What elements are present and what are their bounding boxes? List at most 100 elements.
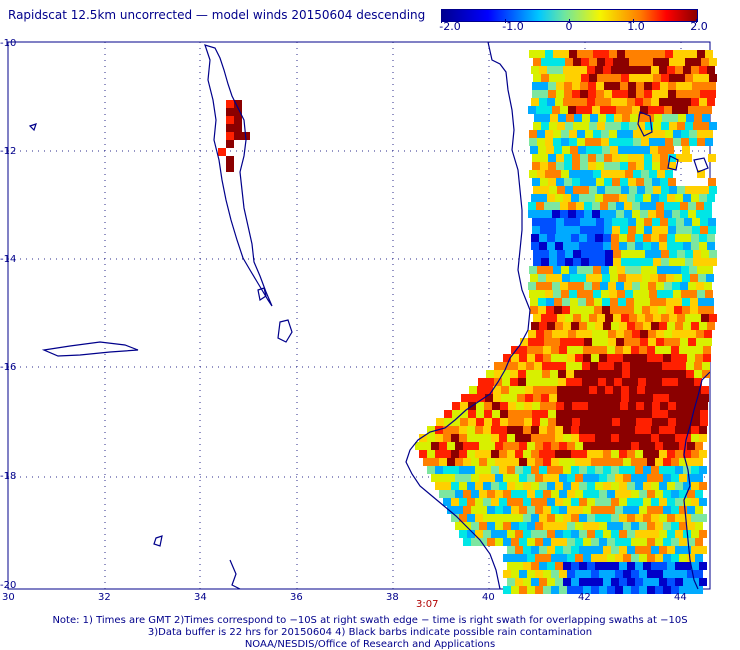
wind-cell [660, 178, 668, 186]
wind-cell [544, 330, 552, 338]
wind-cell [604, 162, 612, 170]
wind-cell [567, 554, 575, 562]
wind-cell [611, 530, 619, 538]
wind-cell [587, 578, 595, 586]
wind-cell [663, 554, 671, 562]
lat-tick-label: -16 [0, 362, 17, 373]
wind-cell [533, 394, 541, 402]
wind-cell [443, 466, 451, 474]
wind-cell [707, 194, 715, 202]
wind-cell [679, 522, 687, 530]
wind-cell [575, 586, 583, 594]
wind-cell [568, 338, 576, 346]
wind-cell [537, 170, 545, 178]
wind-cell [492, 418, 500, 426]
wind-cell [609, 266, 617, 274]
wind-cell [709, 258, 717, 266]
wind-cell [611, 194, 619, 202]
wind-cell [675, 242, 683, 250]
wind-cell [550, 362, 558, 370]
wind-cell [672, 338, 680, 346]
wind-cell [634, 146, 642, 154]
wind-cell [655, 506, 663, 514]
wind-cell [499, 498, 507, 506]
wind-cell [524, 418, 532, 426]
wind-cell [595, 482, 603, 490]
wind-cell [607, 474, 615, 482]
wind-cell [634, 274, 642, 282]
wind-cell [574, 370, 582, 378]
wind-cell [613, 394, 621, 402]
wind-cell [564, 154, 572, 162]
wind-cell [570, 146, 578, 154]
wind-cell [579, 546, 587, 554]
wind-cell [687, 522, 695, 530]
wind-cell [705, 50, 713, 58]
wind-cell [676, 418, 684, 426]
wind-cell [700, 410, 708, 418]
wind-cell [627, 530, 635, 538]
wind-cell [533, 250, 541, 258]
madagascar-coastline [683, 371, 711, 590]
wind-cell [491, 514, 499, 522]
wind-cell [527, 586, 535, 594]
wind-cell [554, 306, 562, 314]
wind-cell [539, 322, 547, 330]
wind-cell [553, 50, 561, 58]
wind-cell [581, 314, 589, 322]
wind-cell [585, 170, 593, 178]
wind-cell [605, 74, 613, 82]
wind-cell [551, 458, 559, 466]
wind-cell [423, 458, 431, 466]
wind-cell [552, 106, 560, 114]
wind-cell [627, 66, 635, 74]
wind-cell [511, 346, 519, 354]
wind-cell [643, 530, 651, 538]
wind-cell [601, 170, 609, 178]
wind-cell [548, 162, 556, 170]
wind-cell [455, 442, 463, 450]
wind-cell [586, 274, 594, 282]
wind-cell [572, 90, 580, 98]
wind-cell [637, 74, 645, 82]
wind-cell [608, 106, 616, 114]
lake-malawi-outline [204, 44, 273, 307]
wind-cell [580, 402, 588, 410]
wind-cell [701, 258, 709, 266]
lat-tick-label: -18 [0, 471, 17, 482]
wind-cell [639, 586, 647, 594]
wind-cell [556, 154, 564, 162]
wind-cell [573, 394, 581, 402]
wind-cell [561, 290, 569, 298]
wind-cell [548, 226, 556, 234]
wind-cell [547, 98, 555, 106]
wind-cell [603, 98, 611, 106]
wind-cell [459, 514, 467, 522]
wind-cell [585, 266, 593, 274]
coastline [229, 559, 241, 590]
wind-cell [463, 506, 471, 514]
wind-cell [579, 434, 587, 442]
wind-cell [531, 450, 539, 458]
wind-cell [676, 402, 684, 410]
wind-cell [639, 522, 647, 530]
wind-cell [648, 338, 656, 346]
wind-cell [503, 474, 511, 482]
wind-cell [598, 378, 606, 386]
wind-cell [226, 124, 234, 132]
wind-cell [645, 58, 653, 66]
wind-cell [668, 154, 676, 162]
wind-cell [563, 66, 571, 74]
wind-cell [700, 402, 708, 410]
wind-cell [599, 346, 607, 354]
wind-cell [531, 530, 539, 538]
wind-cell [647, 490, 655, 498]
wind-cell [567, 586, 575, 594]
wind-cell [543, 554, 551, 562]
wind-cell [664, 210, 672, 218]
wind-cell [528, 282, 536, 290]
wind-cell [643, 482, 651, 490]
wind-cell [658, 298, 666, 306]
wind-cell [692, 218, 700, 226]
wind-cell [563, 322, 571, 330]
